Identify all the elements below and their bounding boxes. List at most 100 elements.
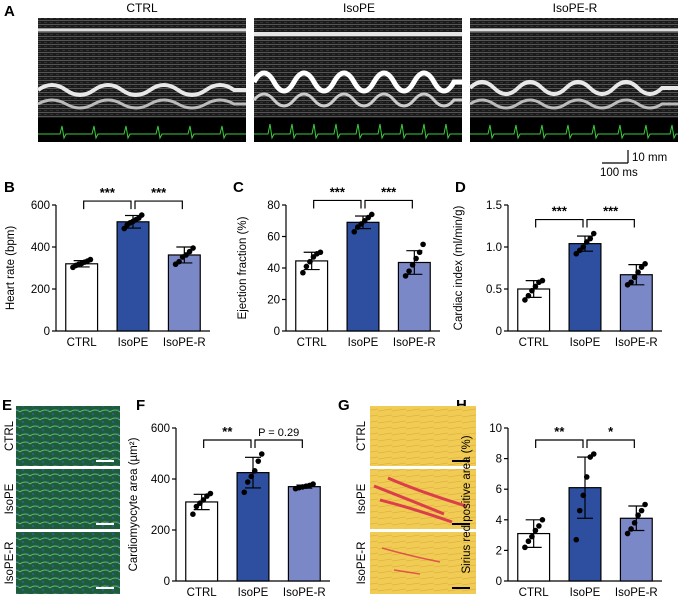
significance-label: ***	[100, 185, 116, 200]
y-tick-label: 6	[496, 484, 502, 496]
data-point	[244, 479, 251, 485]
data-point	[587, 235, 594, 242]
y-tick-label: 0	[496, 326, 502, 338]
y-tick-label: 0	[44, 326, 50, 338]
data-point	[190, 511, 196, 517]
significance-bracket: ***	[364, 184, 413, 209]
panel-label-d: D	[455, 179, 466, 196]
data-point	[186, 248, 193, 255]
bar-isope-r	[619, 517, 653, 582]
data-point	[351, 228, 358, 235]
data-point	[368, 211, 375, 218]
significance-label: ***	[330, 184, 346, 199]
y-tick-label: 8	[496, 454, 502, 466]
data-point	[413, 255, 419, 262]
mmode-scale-bar: 10 mm 100 ms	[600, 150, 667, 179]
x-tick-label: IsoPE	[118, 337, 149, 349]
data-point	[176, 258, 182, 265]
significance-bracket: **	[203, 424, 252, 449]
data-point	[532, 527, 539, 534]
x-tick-label: IsoPE	[570, 337, 601, 349]
y-tick-label: 10	[489, 423, 502, 435]
data-point	[300, 269, 306, 276]
significance-bracket: *	[586, 424, 635, 449]
data-point	[628, 279, 634, 286]
data-point	[525, 538, 532, 545]
chart-c: 0 20 40 60 80 Ejection fraction (%) CTRL IsoPE I…	[237, 184, 440, 349]
data-point	[251, 468, 258, 474]
data-point	[635, 269, 641, 276]
error-bar	[525, 519, 542, 548]
panel-label-f: F	[136, 397, 145, 414]
chart-b: 0 200 400 600 Heart rate (bpm) CTRL IsoPE IsoPE…	[5, 185, 210, 349]
chart-h: 0 2 4 6 8 10 Sirius red positive area (%) CTRL I…	[461, 423, 662, 599]
y-axis-label: Cardiomyocyte area (µm²)	[128, 437, 140, 571]
data-point	[258, 451, 265, 457]
y-tick-label: 0.5	[486, 284, 502, 296]
data-point	[200, 497, 207, 503]
row-label-e-isoper: IsoPE-R	[4, 542, 16, 585]
data-point	[197, 500, 203, 507]
significance-bracket: ***	[134, 185, 183, 210]
data-point	[529, 533, 535, 540]
data-point	[539, 517, 546, 523]
x-tick-label: IsoPE	[348, 337, 379, 349]
data-point	[138, 212, 145, 218]
data-point	[248, 473, 255, 480]
panel-label-c: C	[233, 179, 244, 196]
significance-bracket: ***	[83, 185, 132, 210]
data-point	[539, 277, 546, 284]
x-tick-label: IsoPE-R	[615, 337, 658, 349]
data-point	[303, 263, 310, 270]
data-point	[631, 520, 638, 526]
if-image-isope	[16, 469, 120, 529]
data-point	[576, 247, 583, 254]
significance-label: P = 0.29	[258, 427, 299, 439]
data-point	[573, 250, 580, 257]
panel-label-b: B	[4, 179, 15, 196]
y-tick-label: 60	[267, 232, 280, 244]
row-label-g-ctrl: CTRL	[356, 420, 368, 451]
y-tick-label: 1.5	[486, 200, 502, 212]
mmode-image-isope	[251, 18, 462, 142]
data-point	[628, 526, 634, 532]
data-point	[580, 492, 587, 499]
bar-isope	[236, 472, 270, 582]
data-point	[522, 297, 528, 303]
data-point	[402, 273, 409, 279]
significance-label: **	[554, 424, 565, 439]
data-point	[576, 507, 583, 514]
scale-label-mm: 10 mm	[632, 152, 667, 164]
significance-label: ***	[603, 204, 619, 219]
data-point	[536, 523, 542, 529]
sr-image-ctrl	[370, 406, 476, 466]
sr-image-isoper	[370, 532, 476, 594]
histology-g: CTRL IsoPE IsoPE-R	[356, 406, 476, 594]
bar-isope-r	[287, 486, 321, 582]
bar-isope-r	[167, 254, 201, 332]
data-point	[420, 241, 426, 248]
panel-label-g: G	[338, 397, 350, 414]
data-point	[183, 252, 189, 258]
significance-label: *	[608, 424, 614, 439]
bar-isope	[568, 243, 602, 332]
significance-bracket: ***	[586, 204, 635, 228]
panel-label-e: E	[2, 397, 12, 414]
row-label-g-isoper: IsoPE-R	[356, 542, 368, 585]
x-tick-label: CTRL	[519, 337, 550, 349]
row-label-e-isope: IsoPE	[4, 483, 16, 514]
mmode-panels: CTRL IsoPE IsoPE-R	[36, 1, 678, 179]
data-point	[241, 489, 248, 496]
data-point	[190, 245, 196, 251]
data-point	[642, 501, 648, 508]
mmode-image-ctrl	[36, 18, 246, 142]
data-point	[573, 536, 580, 543]
y-axis-label: Sirius red positive area (%)	[461, 435, 473, 573]
x-tick-label: CTRL	[187, 587, 218, 599]
y-tick-label: 200	[31, 284, 50, 296]
x-tick-label: CTRL	[519, 587, 550, 599]
mmode-title-isope: IsoPE	[343, 1, 375, 15]
x-tick-label: IsoPE-R	[283, 587, 326, 599]
x-tick-label: IsoPE-R	[393, 337, 436, 349]
y-tick-label: 1.0	[486, 242, 502, 254]
